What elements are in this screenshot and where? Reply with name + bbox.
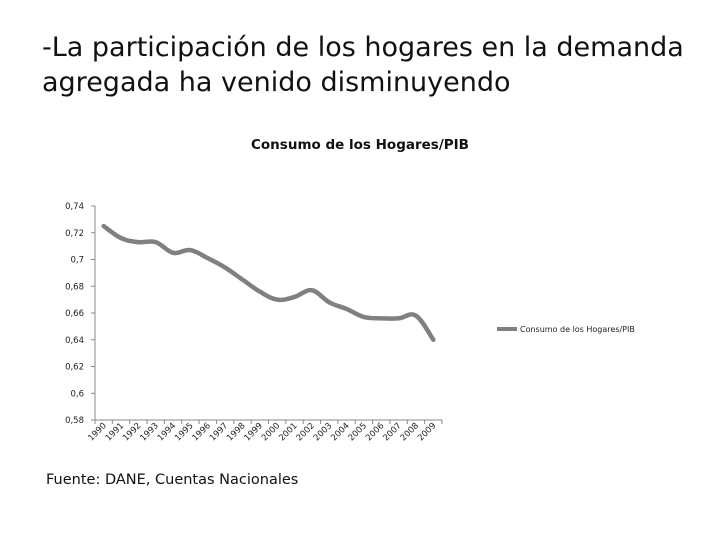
- data-point: [240, 277, 244, 281]
- series-line: [101, 223, 436, 342]
- data-point: [275, 297, 279, 301]
- data-point: [223, 265, 227, 269]
- x-tick-label: 1995: [173, 421, 195, 443]
- x-tick-label: 1991: [104, 421, 126, 443]
- x-tick-label: 1992: [121, 421, 143, 443]
- legend-swatch: [497, 327, 517, 331]
- x-tick-label: 1997: [208, 421, 230, 443]
- y-tick-label: 0,64: [65, 336, 84, 346]
- x-tick-label: 2005: [347, 421, 369, 443]
- x-tick-label: 1999: [243, 421, 265, 443]
- x-tick-label: 1998: [225, 421, 247, 443]
- x-tick-label: 1994: [156, 421, 178, 443]
- y-tick-label: 0,66: [65, 309, 84, 319]
- data-point: [101, 224, 105, 228]
- data-point: [154, 240, 158, 244]
- data-point: [414, 313, 418, 317]
- data-point: [396, 316, 400, 320]
- data-point: [431, 338, 435, 342]
- data-point: [292, 295, 296, 299]
- y-tick-label: 0,68: [65, 282, 84, 292]
- x-tick-label: 2003: [312, 421, 334, 443]
- data-point: [310, 288, 314, 292]
- series-group: [101, 223, 436, 342]
- data-point: [327, 300, 331, 304]
- data-point: [171, 251, 175, 255]
- slide-title: -La participación de los hogares en la d…: [42, 32, 684, 98]
- data-point: [119, 236, 123, 240]
- x-tick-label: 2000: [260, 421, 282, 443]
- x-tick-label: 1996: [191, 421, 213, 443]
- x-tick-label: 2006: [364, 421, 386, 443]
- y-tick-label: 0,74: [65, 202, 84, 212]
- chart-title: Consumo de los Hogares/PIB: [251, 137, 469, 153]
- y-tick-label: 0,6: [70, 389, 84, 399]
- data-point: [206, 256, 210, 260]
- x-tick-label: 2008: [399, 421, 421, 443]
- data-point: [136, 240, 140, 244]
- data-point: [258, 289, 262, 293]
- x-tick-label: 2009: [416, 421, 438, 443]
- x-tick-labels: 1990199119921993199419951996199719981999…: [86, 421, 438, 443]
- x-tick-label: 1993: [138, 421, 160, 443]
- x-tick-label: 2004: [329, 421, 351, 443]
- y-tick-labels: 0,58 0,6 0,62 0,64 0,66 0,68 0,7 0,72 0,74: [65, 202, 84, 426]
- x-tick-label: 2001: [277, 421, 299, 443]
- y-tick-label: 0,58: [65, 416, 84, 426]
- y-tick-label: 0,72: [65, 229, 84, 239]
- legend: Consumo de los Hogares/PIB: [497, 325, 635, 334]
- data-point: [362, 315, 366, 319]
- data-point: [379, 316, 383, 320]
- data-point: [344, 307, 348, 311]
- x-tick-label: 2007: [381, 421, 403, 443]
- axis-ticks: [91, 205, 443, 424]
- y-tick-label: 0,62: [65, 363, 84, 373]
- x-tick-label: 1990: [86, 421, 108, 443]
- y-tick-label: 0,7: [70, 256, 84, 266]
- source-note: Fuente: DANE, Cuentas Nacionales: [46, 472, 299, 488]
- x-tick-label: 2002: [295, 421, 317, 443]
- data-point: [188, 248, 192, 252]
- legend-label: Consumo de los Hogares/PIB: [520, 325, 635, 334]
